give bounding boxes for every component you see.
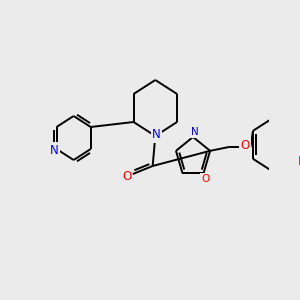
Text: N: N — [152, 128, 161, 142]
Text: N: N — [191, 127, 199, 137]
Text: O: O — [122, 169, 131, 182]
Text: F: F — [298, 155, 300, 168]
Text: O: O — [201, 174, 209, 184]
Text: N: N — [50, 143, 59, 157]
Text: O: O — [241, 139, 250, 152]
